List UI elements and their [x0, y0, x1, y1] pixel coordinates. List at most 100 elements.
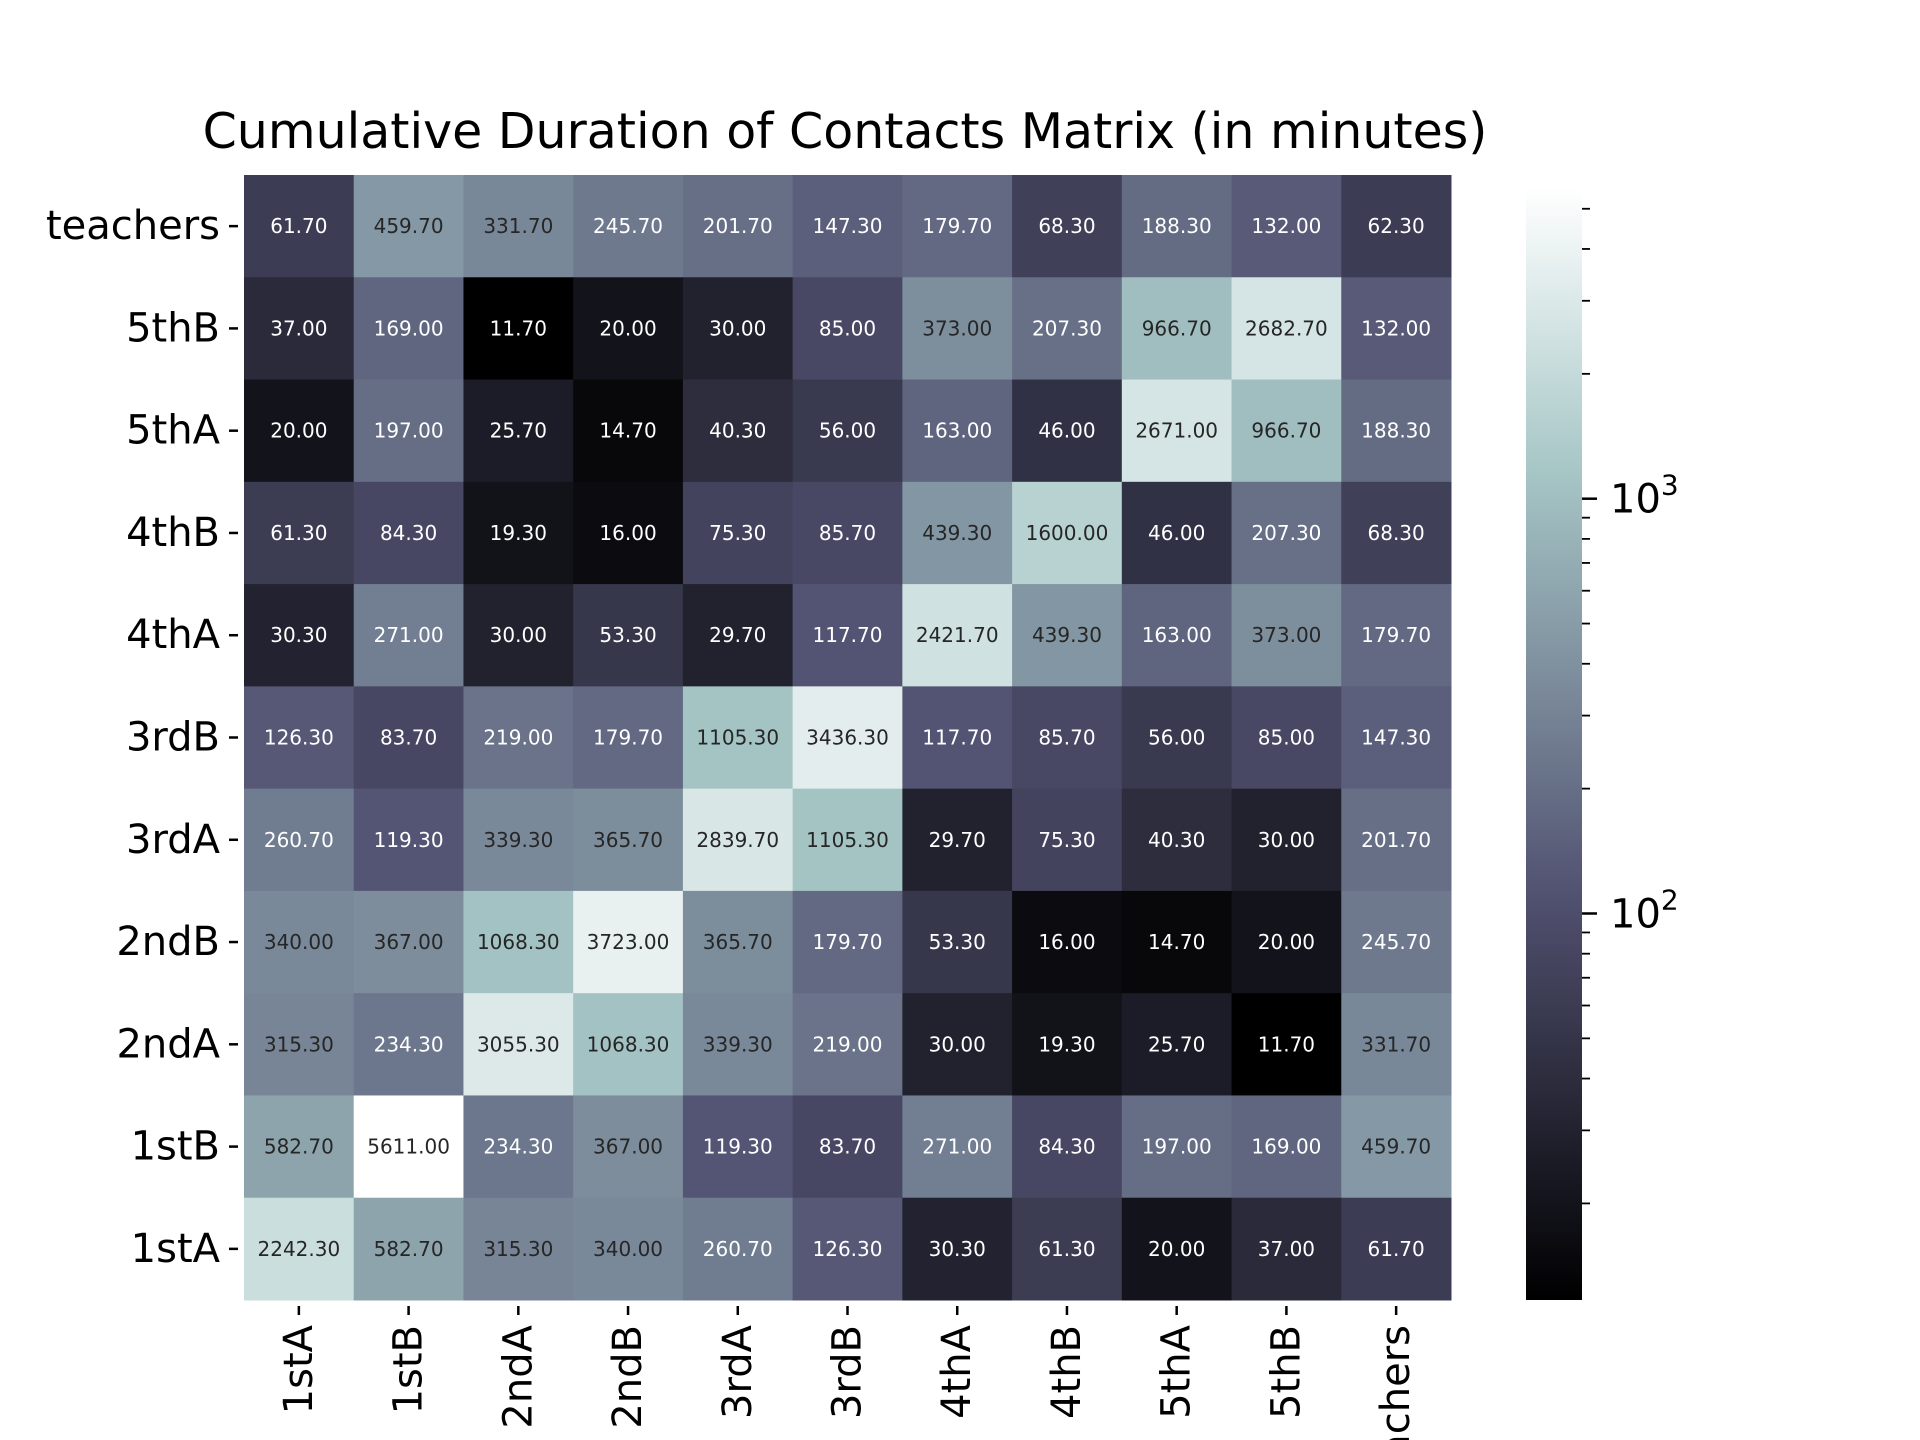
x-tick-label: 3rdB [825, 1325, 871, 1419]
heatmap-cell [792, 277, 903, 381]
cell-value-label: 1105.30 [696, 726, 779, 750]
x-tick-label: 5thB [1263, 1325, 1309, 1419]
heatmap-cell [792, 890, 903, 994]
heatmap-cell [902, 584, 1013, 687]
y-tick-label: 1stB [131, 1124, 220, 1170]
cell-value-label: 331.70 [483, 214, 553, 238]
heatmap-cell [573, 993, 684, 1096]
cell-value-label: 85.00 [1258, 726, 1315, 750]
heatmap-cell [1012, 686, 1123, 790]
heatmap-cell [1341, 379, 1452, 483]
y-tick-label: 2ndA [116, 1021, 220, 1067]
x-axis-tick-labels: 1stA 1stB 2ndA 2ndB 3rdA 3rdB 4thA 4thB 5thA 5thB… [276, 1306, 1419, 1440]
heatmap-cell [463, 993, 574, 1096]
cell-value-label: 11.70 [1258, 1032, 1315, 1056]
cell-value-label: 117.70 [922, 726, 992, 750]
x-tick-label: 1stA [276, 1324, 322, 1414]
heatmap-cell [792, 1197, 903, 1301]
heatmap-cell [902, 993, 1013, 1096]
heatmap-cell [353, 1197, 464, 1301]
cell-value-label: 582.70 [264, 1135, 334, 1159]
heatmap-cell [902, 481, 1013, 585]
cell-value-label: 147.30 [1361, 726, 1431, 750]
heatmap-cell [244, 1095, 355, 1199]
heatmap-cell [1231, 379, 1342, 483]
heatmap-cell [792, 788, 903, 892]
cell-value-label: 20.00 [1148, 1237, 1205, 1261]
heatmap-cell [463, 890, 574, 994]
heatmap-cell [244, 277, 355, 381]
heatmap-cell [1341, 993, 1452, 1096]
cell-value-label: 197.00 [1142, 1135, 1212, 1159]
heatmap-cell [1231, 890, 1342, 994]
cell-value-label: 1068.30 [477, 930, 560, 954]
heatmap-cell [1012, 277, 1123, 381]
cell-value-label: 85.70 [819, 521, 876, 545]
cell-value-label: 3723.00 [587, 930, 670, 954]
cell-value-label: 315.30 [483, 1237, 553, 1261]
heatmap-cell [353, 686, 464, 790]
cell-value-label: 2839.70 [696, 828, 779, 852]
heatmap-cell [902, 686, 1013, 790]
heatmap-cell [1121, 890, 1233, 994]
cell-value-label: 84.30 [380, 521, 437, 545]
heatmap-cell [353, 993, 464, 1096]
cell-value-label: 188.30 [1361, 419, 1431, 443]
heatmap-cell [1012, 1095, 1123, 1199]
cell-value-label: 179.70 [593, 726, 663, 750]
heatmap-cell [353, 379, 464, 483]
cell-value-label: 966.70 [1142, 316, 1212, 340]
y-tick-label: teachers [46, 203, 220, 249]
heatmap-cell [463, 686, 574, 790]
cell-value-label: 56.00 [819, 419, 876, 443]
cell-value-label: 19.30 [490, 521, 547, 545]
cell-value-label: 367.00 [374, 930, 444, 954]
cell-value-label: 1068.30 [587, 1032, 670, 1056]
cell-value-label: 245.70 [593, 214, 663, 238]
heatmap-cell [1121, 277, 1233, 381]
cell-value-label: 966.70 [1251, 419, 1321, 443]
cell-value-label: 5611.00 [367, 1135, 450, 1159]
x-tick-label: 2ndA [495, 1324, 541, 1428]
cell-value-label: 132.00 [1361, 316, 1431, 340]
cell-value-label: 582.70 [374, 1237, 444, 1261]
heatmap-cell [1231, 175, 1342, 278]
heatmap-cell [353, 584, 464, 687]
cell-value-label: 179.70 [922, 214, 992, 238]
cell-value-label: 219.00 [483, 726, 553, 750]
heatmap-cell [1121, 788, 1233, 892]
cell-value-label: 179.70 [1361, 623, 1431, 647]
cell-value-label: 37.00 [1258, 1237, 1315, 1261]
heatmap-cell [244, 175, 355, 278]
cell-value-label: 30.00 [709, 316, 766, 340]
heatmap-cell [1341, 890, 1452, 994]
cell-value-label: 2242.30 [258, 1237, 341, 1261]
cell-value-label: 132.00 [1251, 214, 1321, 238]
heatmap-cell [1121, 1197, 1233, 1301]
cell-value-label: 219.00 [813, 1032, 883, 1056]
cell-value-label: 373.00 [1251, 623, 1321, 647]
cell-value-label: 365.70 [703, 930, 773, 954]
cell-value-label: 459.70 [374, 214, 444, 238]
heatmap-cell [244, 993, 355, 1096]
heatmap-cell [353, 481, 464, 585]
x-tick-label: 4thB [1044, 1325, 1090, 1419]
cell-value-label: 46.00 [1038, 419, 1095, 443]
cell-value-label: 339.30 [483, 828, 553, 852]
cell-value-label: 260.70 [264, 828, 334, 852]
heatmap-cell [463, 379, 574, 483]
cell-value-label: 147.30 [813, 214, 883, 238]
cell-value-label: 83.70 [380, 726, 437, 750]
cell-value-label: 163.00 [922, 419, 992, 443]
y-tick-label: 4thA [126, 612, 220, 658]
cell-value-label: 37.00 [270, 316, 327, 340]
heatmap-cell [1341, 1095, 1452, 1199]
cell-value-label: 30.00 [1258, 828, 1315, 852]
heatmap-cell [244, 686, 355, 790]
heatmap-cell [902, 890, 1013, 994]
heatmap-cell [353, 890, 464, 994]
cell-value-label: 126.30 [264, 726, 334, 750]
cell-value-label: 245.70 [1361, 930, 1431, 954]
cell-value-label: 75.30 [709, 521, 766, 545]
heatmap-cell [1231, 584, 1342, 687]
